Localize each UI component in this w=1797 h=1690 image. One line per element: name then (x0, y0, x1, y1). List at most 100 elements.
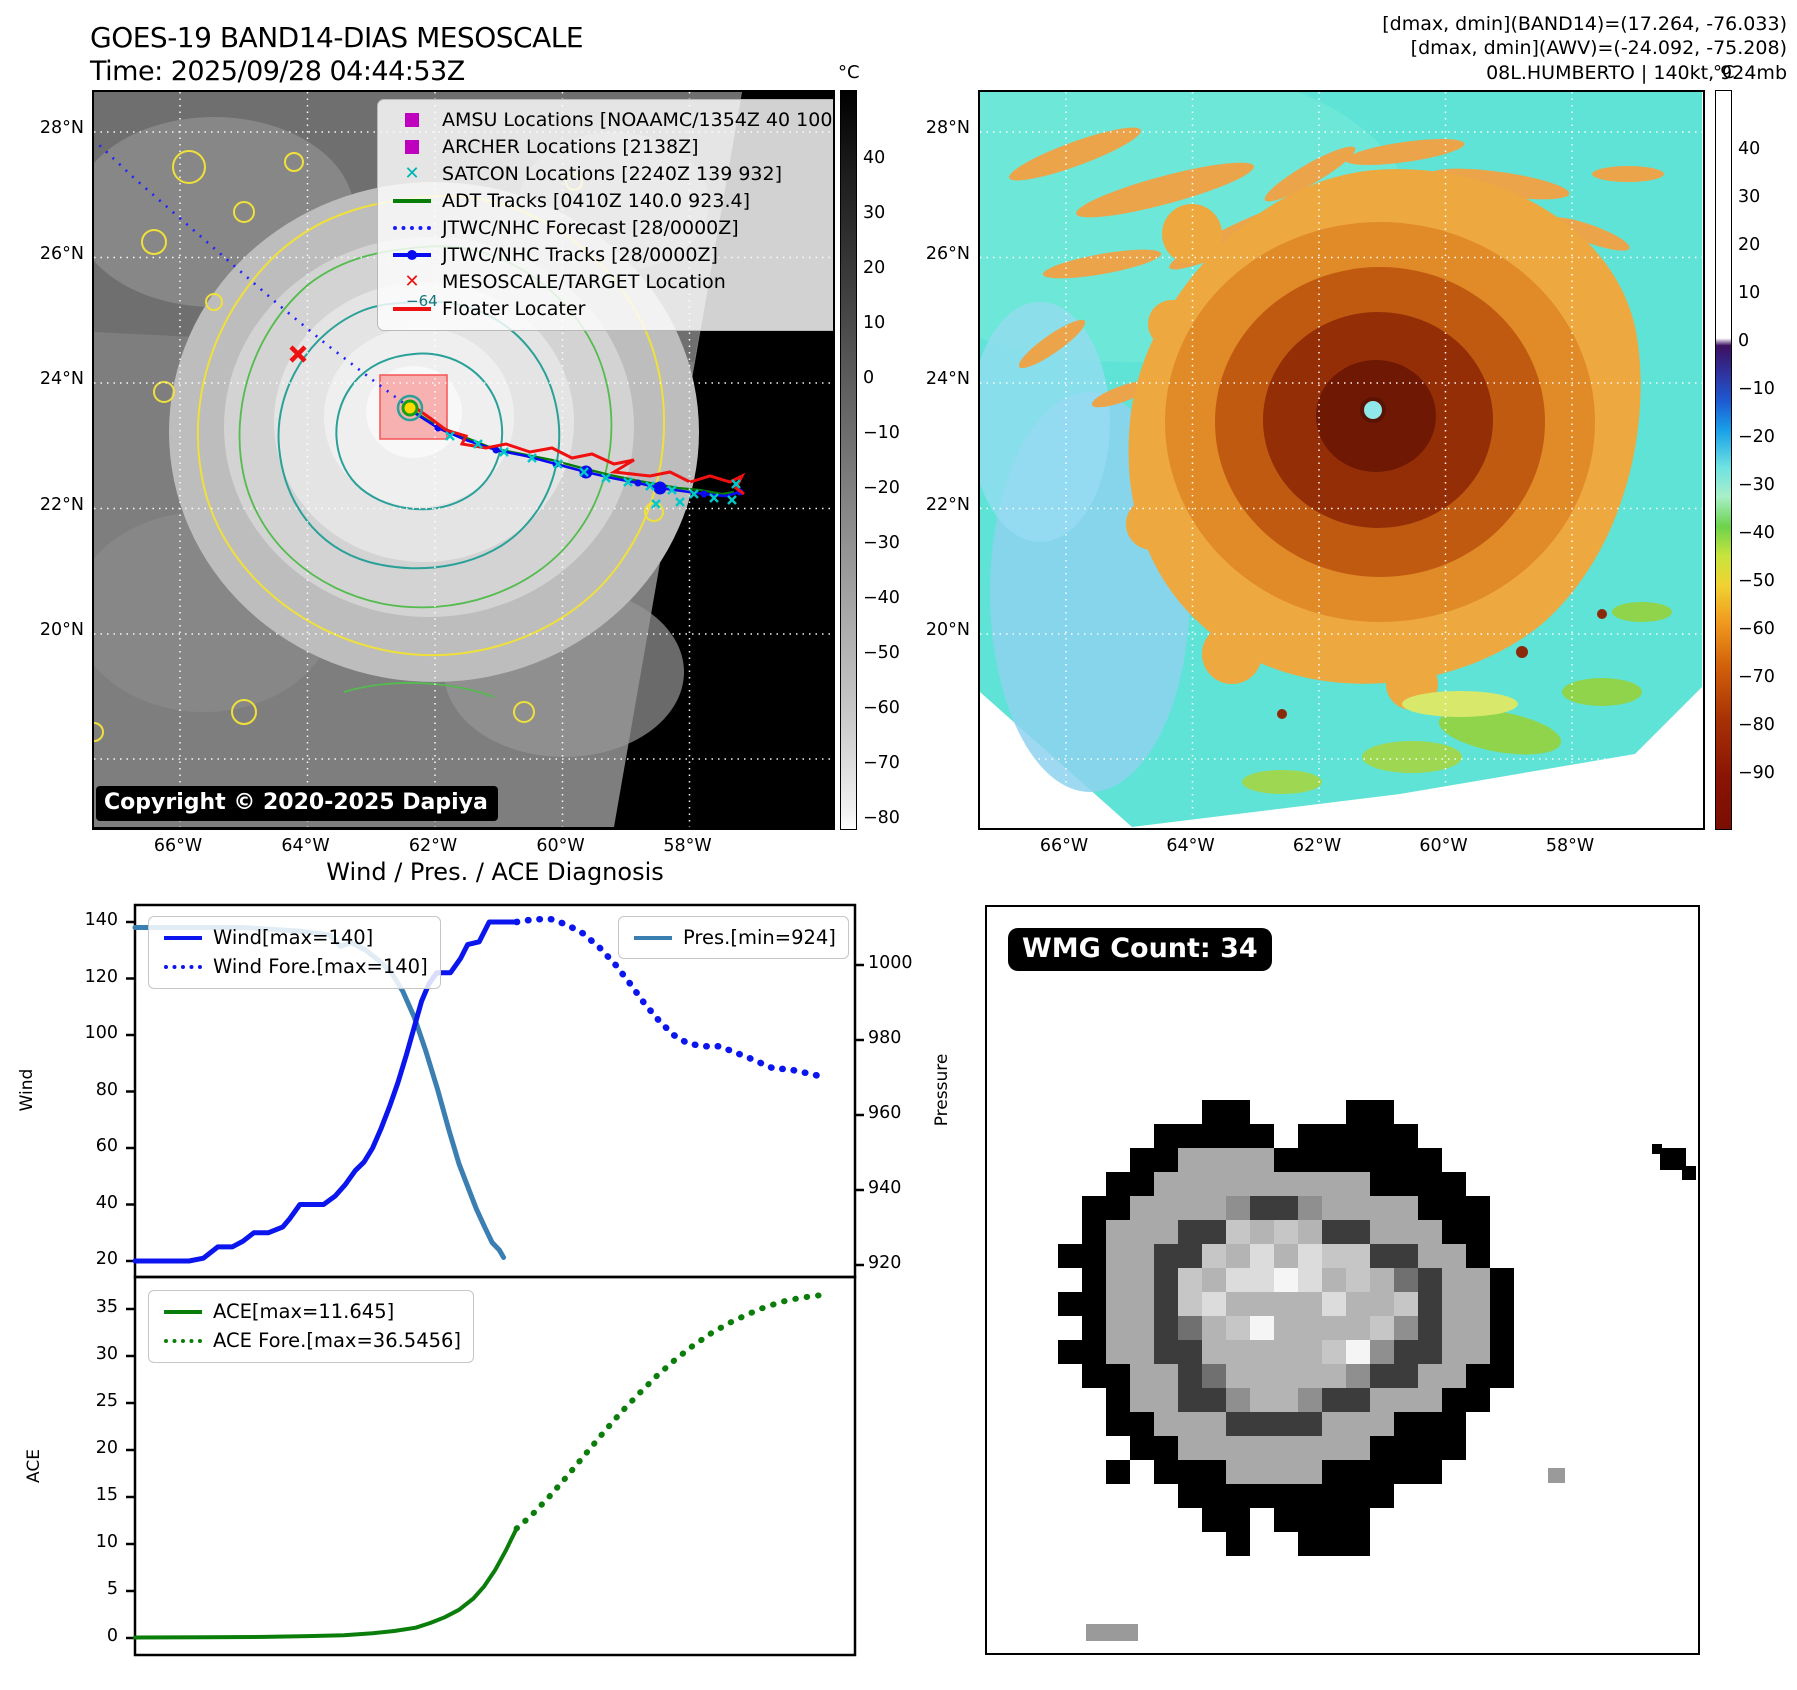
hurricane-eye (1360, 397, 1386, 423)
right-colorbar-tick: −40 (1738, 523, 1775, 543)
legend-item-label: AMSU Locations [NOAAMC/1354Z 40 1003] (442, 109, 835, 131)
color-satellite-art (980, 92, 1702, 827)
line-marker-icon (631, 935, 675, 940)
jtwc-track (409, 408, 744, 498)
mid-contour-green (238, 245, 613, 698)
left-colorbar-tick: −20 (863, 478, 900, 498)
legend-item: ✕ SATCON Locations [2240Z 139 932] (390, 161, 833, 188)
wind-tick: 140 (84, 910, 118, 930)
right-colorbar-tick: 0 (1738, 331, 1750, 351)
lat-tick-right: 24°N (925, 369, 970, 389)
pressure-tick: 980 (868, 1028, 902, 1048)
lat-tick-right: 22°N (925, 494, 970, 515)
legend-item: ACE[max=11.645] (161, 1297, 461, 1326)
x-marker-icon: ✕ (404, 271, 420, 293)
line-marker-icon (161, 935, 205, 940)
left-colorbar-tick: 40 (863, 148, 886, 168)
right-colorbar-tick: −30 (1738, 475, 1775, 495)
right-colorbar-tick: 40 (1738, 139, 1761, 159)
right-colorbar-tick: −10 (1738, 379, 1775, 399)
wind-tick: 20 (95, 1249, 118, 1269)
wind-axis-label: Wind (17, 1068, 37, 1112)
legend-item: AMSU Locations [NOAAMC/1354Z 40 1003] (390, 107, 835, 134)
map-legend: AMSU Locations [NOAAMC/1354Z 40 1003] ARC… (377, 99, 835, 331)
lon-tick-left: 66°W (153, 836, 203, 856)
dotted-marker-icon (161, 1338, 205, 1343)
lon-tick-right: 58°W (1545, 836, 1595, 856)
lon-tick-left: 64°W (281, 836, 330, 856)
header-stats: [dmax, dmin](BAND14)=(17.264, -76.033) [… (1382, 12, 1787, 85)
legend-item-label: ADT Tracks [0410Z 140.0 923.4] (442, 189, 750, 212)
left-colorbar-tick: −70 (863, 753, 900, 773)
left-colorbar-unit: °C (838, 62, 860, 83)
left-colorbar-tick: −10 (863, 423, 900, 443)
legend-item: ARCHER Locations [2138Z] (390, 134, 833, 161)
band14-minmax: [dmax, dmin](BAND14)=(17.264, -76.033) (1382, 13, 1787, 35)
page-title: GOES-19 BAND14-DIAS MESOSCALE Time: 2025… (90, 20, 584, 89)
copyright-label: Copyright © 2020-2025 Dapiya (96, 786, 498, 821)
map-gridlines (980, 92, 1702, 827)
timestamp: Time: 2025/09/28 04:44:53Z (90, 56, 465, 87)
lat-tick-left: 24°N (39, 369, 84, 389)
adt-track (411, 409, 735, 496)
satellite-title: GOES-19 BAND14-DIAS MESOSCALE (90, 21, 584, 54)
legend-item-label: JTWC/NHC Tracks [28/0000Z] (442, 243, 718, 266)
right-colorbar (1715, 90, 1732, 830)
lat-tick-left: 28°N (39, 118, 84, 138)
line-marker-icon (161, 1309, 205, 1314)
left-colorbar-tick: −50 (863, 643, 900, 663)
ace-tick: 10 (95, 1532, 118, 1552)
left-colorbar-tick: 0 (863, 368, 875, 388)
left-colorbar-tick: 10 (863, 313, 886, 333)
wind-legend: Wind[max=140] Wind Fore.[max=140] (148, 916, 441, 989)
wind-tick: 40 (95, 1192, 118, 1213)
mesoscale-target-x (289, 345, 307, 363)
lon-tick-right: 64°W (1166, 836, 1215, 856)
pressure-legend: Pres.[min=924] (618, 916, 849, 960)
pressure-axis-label: Pressure (932, 1053, 952, 1127)
ace-tick: 35 (95, 1297, 118, 1317)
left-colorbar-tick: 30 (863, 203, 886, 223)
wmg-bitmap (1058, 1100, 1696, 1641)
left-colorbar-tick: −40 (863, 588, 900, 608)
pressure-tick: 940 (868, 1178, 902, 1198)
wind-tick: 100 (84, 1023, 118, 1043)
legend-item: Floater Locater (390, 296, 833, 323)
lon-tick-left: 58°W (663, 836, 712, 856)
legend-item-label: Pres.[min=924] (683, 926, 836, 949)
hurricane-blob (1126, 169, 1641, 710)
inner-contour-teal (277, 300, 561, 570)
x-marker-icon: ✕ (404, 163, 420, 185)
ir-color-map[interactable] (978, 90, 1705, 830)
legend-item-label: SATCON Locations [2240Z 139 932] (442, 162, 783, 185)
legend-item: ADT Tracks [0410Z 140.0 923.4] (390, 188, 833, 215)
dotted-marker-icon (390, 226, 434, 231)
legend-item: Pres.[min=924] (631, 923, 836, 952)
lon-tick-left: 62°W (408, 836, 458, 856)
storm-id-intensity: 08L.HUMBERTO | 140kt, 924mb (1486, 61, 1787, 84)
legend-item: ✕ MESOSCALE/TARGET Location (390, 269, 833, 296)
right-colorbar-tick: 30 (1738, 187, 1761, 207)
map-gridlines (94, 92, 832, 827)
wind-tick: 60 (95, 1136, 118, 1156)
right-colorbar-tick: −90 (1738, 763, 1775, 783)
legend-item-label: Wind Fore.[max=140] (213, 955, 428, 979)
awv-minmax: [dmax, dmin](AWV)=(-24.092, -75.208) (1410, 37, 1787, 60)
ace-tick: 15 (95, 1485, 118, 1505)
right-colorbar-unit: °C (1713, 62, 1735, 83)
pressure-tick: 960 (868, 1103, 902, 1123)
ace-legend: ACE[max=11.645] ACE Fore.[max=36.5456] (148, 1290, 475, 1363)
wmg-count-badge: WMG Count: 34 (1008, 928, 1272, 971)
lat-tick-right: 20°N (925, 620, 970, 640)
right-colorbar-tick: −20 (1738, 427, 1775, 447)
legend-item: JTWC/NHC Tracks [28/0000Z] (390, 242, 833, 269)
lon-tick-right: 62°W (1292, 836, 1342, 856)
contour-value-label: −64 (406, 292, 438, 310)
dotted-marker-icon (161, 964, 205, 969)
wind-pres-ace-chart[interactable] (0, 860, 980, 1690)
lat-tick-right: 28°N (925, 118, 970, 138)
ir-grayscale-map[interactable]: AMSU Locations [NOAAMC/1354Z 40 1003] ARC… (92, 90, 835, 830)
linedot-marker-icon (390, 250, 434, 261)
line-marker-icon (390, 199, 434, 204)
left-colorbar-tick: −60 (863, 698, 900, 718)
